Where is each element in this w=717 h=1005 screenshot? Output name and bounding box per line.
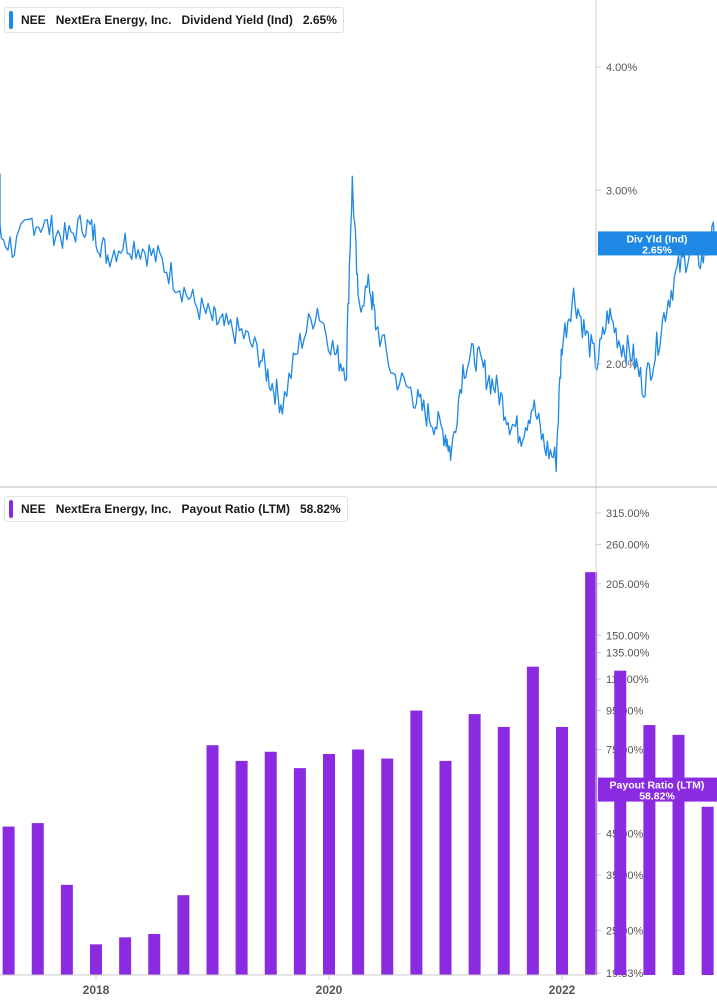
payout-ratio-bar (177, 895, 190, 975)
dividend-yield-value-tag (598, 231, 717, 256)
value-tag-value: 58.82% (639, 791, 675, 803)
y-tick-label: 150.00% (606, 630, 650, 642)
y-tick-label: 315.00% (606, 508, 650, 520)
payout-ratio-bar (614, 670, 627, 975)
payout-ratio-bar (526, 666, 539, 975)
y-tick-label: 2.00% (606, 359, 637, 371)
legend-swatch-icon (9, 500, 13, 518)
payout-ratio-bar (439, 760, 452, 975)
y-tick-label: 3.00% (606, 185, 637, 197)
value-tag-label: Div Yld (Ind) (626, 233, 687, 245)
y-tick-label: 260.00% (606, 540, 650, 552)
payout-ratio-bar (672, 734, 685, 975)
x-tick-label: 2018 (83, 983, 110, 997)
x-axis: 20182020202220242026 (83, 975, 576, 997)
payout-ratio-bar (148, 933, 161, 975)
payout-ratio-bar (235, 760, 248, 975)
legend-value: 2.65% (302, 13, 337, 27)
y-tick-label: 4.00% (606, 62, 637, 74)
payout-ratio-bar (264, 751, 277, 975)
payout-ratio-bar (497, 726, 510, 975)
payout-ratio-bar (556, 726, 568, 975)
payout-ratio-bar (410, 710, 423, 975)
payout-ratio-bar (352, 749, 365, 975)
dividend-yield-line (0, 173, 717, 473)
value-tag-label: Payout Ratio (LTM) (610, 780, 705, 792)
payout-ratio-bar (381, 758, 394, 975)
legend-company: NextEra Energy, Inc. (55, 502, 172, 516)
legend-ticker: NEE (21, 502, 46, 516)
payout-ratio-bar (293, 768, 306, 975)
payout-ratio-value-tag (598, 777, 717, 802)
legend-ticker: NEE (21, 13, 46, 27)
payout-ratio-bar (90, 944, 102, 975)
legend-metric: Dividend Yield (Ind) (181, 13, 293, 27)
payout-ratio-bar (323, 753, 335, 975)
dividend-yield-panel: 4.00% 3.00% 2.00% Div Yld (Ind)2.65% (0, 62, 717, 473)
legend-metric: Payout Ratio (LTM) (181, 502, 290, 516)
payout-ratio-bar (60, 884, 73, 975)
dividend-yield-legend[interactable]: NEE NextEra Energy, Inc. Dividend Yield … (4, 7, 344, 33)
legend-value: 58.82% (299, 502, 341, 516)
x-tick-label: 2022 (549, 983, 576, 997)
payout-ratio-bar (468, 714, 481, 975)
payout-ratio-bar (119, 937, 132, 975)
payout-ratio-bar (585, 572, 598, 975)
payout-ratio-panel: 315.00% 260.00% 205.00% 150.00% 135.00% 115.0… (2, 508, 717, 980)
y-tick-label: 205.00% (606, 579, 650, 591)
y-tick-label: 135.00% (606, 648, 650, 660)
legend-swatch-icon (9, 11, 13, 29)
payout-ratio-bar (31, 823, 44, 975)
payout-ratio-bar (206, 745, 219, 975)
payout-ratio-legend[interactable]: NEE NextEra Energy, Inc. Payout Ratio (L… (4, 496, 348, 522)
payout-ratio-bar (643, 725, 656, 975)
value-tag-value: 2.65% (642, 244, 672, 256)
payout-ratio-bar (701, 806, 714, 975)
legend-company: NextEra Energy, Inc. (55, 13, 172, 27)
payout-ratio-bar (2, 826, 15, 975)
y-tick-label: 115.00% (606, 674, 649, 686)
x-tick-label: 2020 (316, 983, 343, 997)
